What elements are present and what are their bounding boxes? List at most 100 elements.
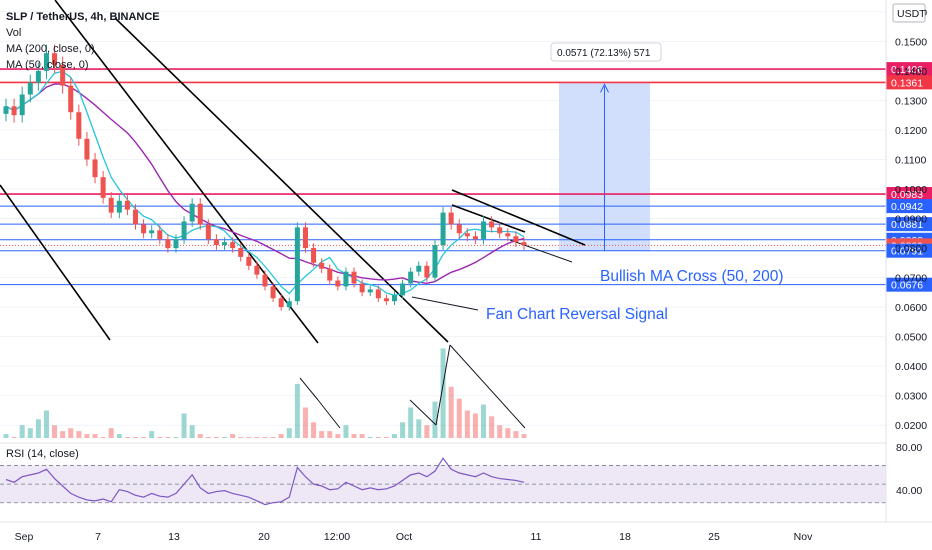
candle-body — [391, 295, 398, 302]
trend-lines[interactable] — [0, 0, 586, 344]
fan-trend-line — [54, 0, 319, 344]
volume-bar — [205, 437, 211, 438]
volume-bar — [270, 437, 276, 438]
price-level-tag — [886, 243, 932, 258]
volume-bar — [505, 428, 511, 438]
candle-body — [456, 224, 462, 234]
candle-body — [205, 224, 211, 240]
time-axis[interactable]: Sep 7 13 20 12:00 Oct 11 18 25 Nov — [0, 521, 932, 543]
price-levels[interactable]: 0.14060.13610.09830.09420.08810.08280.08… — [0, 62, 932, 292]
time-tick-label: 7 — [95, 531, 101, 543]
measure-label: 0.0571 (72.13%) 571 — [557, 48, 651, 59]
volume-bar — [416, 419, 422, 438]
volume-bar — [157, 437, 163, 438]
candle-body — [76, 112, 82, 139]
price-level-tag — [886, 217, 932, 232]
candle-body — [448, 212, 454, 225]
candle-body — [367, 289, 373, 293]
price-level-tag-label: 0.0676 — [891, 280, 923, 292]
candle-body — [375, 289, 381, 299]
price-level-tag-label: 0.1406 — [891, 64, 923, 76]
price-level-tag-label: 0.0881 — [891, 219, 923, 231]
candle-body — [383, 298, 389, 302]
volume-bar — [464, 410, 470, 438]
volume-bar — [294, 383, 300, 438]
candle-body — [472, 236, 478, 240]
price-tick-label: 0.1500 — [895, 36, 927, 48]
volume-bar — [181, 413, 187, 438]
volume-pointer — [409, 399, 437, 426]
candle-body — [157, 230, 163, 240]
volume-bar — [124, 437, 130, 438]
price-level-tag-label: 0.0983 — [891, 189, 923, 201]
price-tick-label: 0.0500 — [895, 332, 927, 344]
candle-body — [400, 283, 406, 296]
candle-body — [43, 53, 49, 71]
volume-bar — [262, 437, 268, 438]
volume-bar — [424, 425, 430, 438]
volume-bar — [440, 348, 446, 438]
candle-body — [230, 242, 236, 249]
candle-body — [52, 53, 58, 65]
price-level-tag — [886, 187, 932, 202]
volume-bar — [27, 428, 33, 438]
volume-bar — [327, 431, 333, 438]
volume-bar — [367, 437, 373, 438]
price-tick-label: 0.0700 — [895, 273, 927, 285]
measure-arrow-head — [600, 83, 609, 93]
candle-body — [464, 233, 470, 237]
volume-bar — [481, 404, 487, 438]
reversal-pointer-line — [411, 296, 479, 311]
chart-title: SLP / TetherUS, 4h, BINANCE — [6, 11, 160, 23]
price-level-tag-label: 0.0942 — [891, 201, 923, 213]
rsi-pane[interactable] — [0, 442, 886, 506]
candle-body — [521, 242, 527, 246]
currency-button[interactable] — [892, 3, 926, 23]
candle-body — [311, 248, 317, 263]
price-level-tag — [886, 199, 932, 214]
candle-body — [27, 82, 33, 95]
time-tick-label: 18 — [619, 531, 631, 543]
volume-bar — [52, 425, 58, 438]
fan-trend-line — [451, 189, 586, 246]
candle-body — [270, 286, 276, 299]
candle-body — [68, 85, 74, 113]
fan-trend-line — [0, 184, 111, 341]
volume-bar — [173, 437, 179, 438]
fan-reversal-label: Fan Chart Reversal Signal — [486, 306, 668, 323]
price-tick-label: 0.1000 — [895, 184, 927, 196]
volume-bar — [302, 407, 308, 438]
cross-pointer-line — [509, 239, 573, 263]
price-level-tag — [886, 75, 932, 90]
candle-body — [302, 227, 308, 249]
volume-bar — [472, 413, 478, 438]
moving-averages — [5, 70, 525, 296]
candle-body — [197, 203, 203, 225]
volume-bar — [456, 398, 462, 438]
price-tick-label: 0.1100 — [895, 154, 926, 166]
candle-body — [335, 280, 341, 287]
candle-body — [505, 233, 511, 237]
candle-body — [189, 203, 195, 222]
price-tick-label: 0.1200 — [895, 125, 927, 137]
currency-button-label[interactable]: USDT — [897, 8, 926, 20]
candle-body — [84, 138, 90, 160]
measure-tool[interactable]: 0.0571 (72.13%) 571 — [550, 42, 662, 252]
price-level-tag — [886, 62, 932, 77]
volume-bar — [400, 422, 406, 438]
volume-bar — [213, 437, 219, 438]
volume-bar — [391, 434, 398, 438]
candle-body — [278, 298, 284, 308]
volume-bar — [489, 416, 495, 438]
rsi-tick-80: 80.00 — [896, 442, 922, 454]
candle-body — [327, 268, 333, 281]
volume-bar — [254, 437, 260, 438]
candle-body — [165, 239, 171, 249]
candle-body — [497, 227, 503, 234]
candle-body — [254, 265, 260, 275]
candle-body — [432, 245, 438, 278]
candle-body — [416, 265, 422, 272]
volume-bar — [11, 437, 17, 438]
